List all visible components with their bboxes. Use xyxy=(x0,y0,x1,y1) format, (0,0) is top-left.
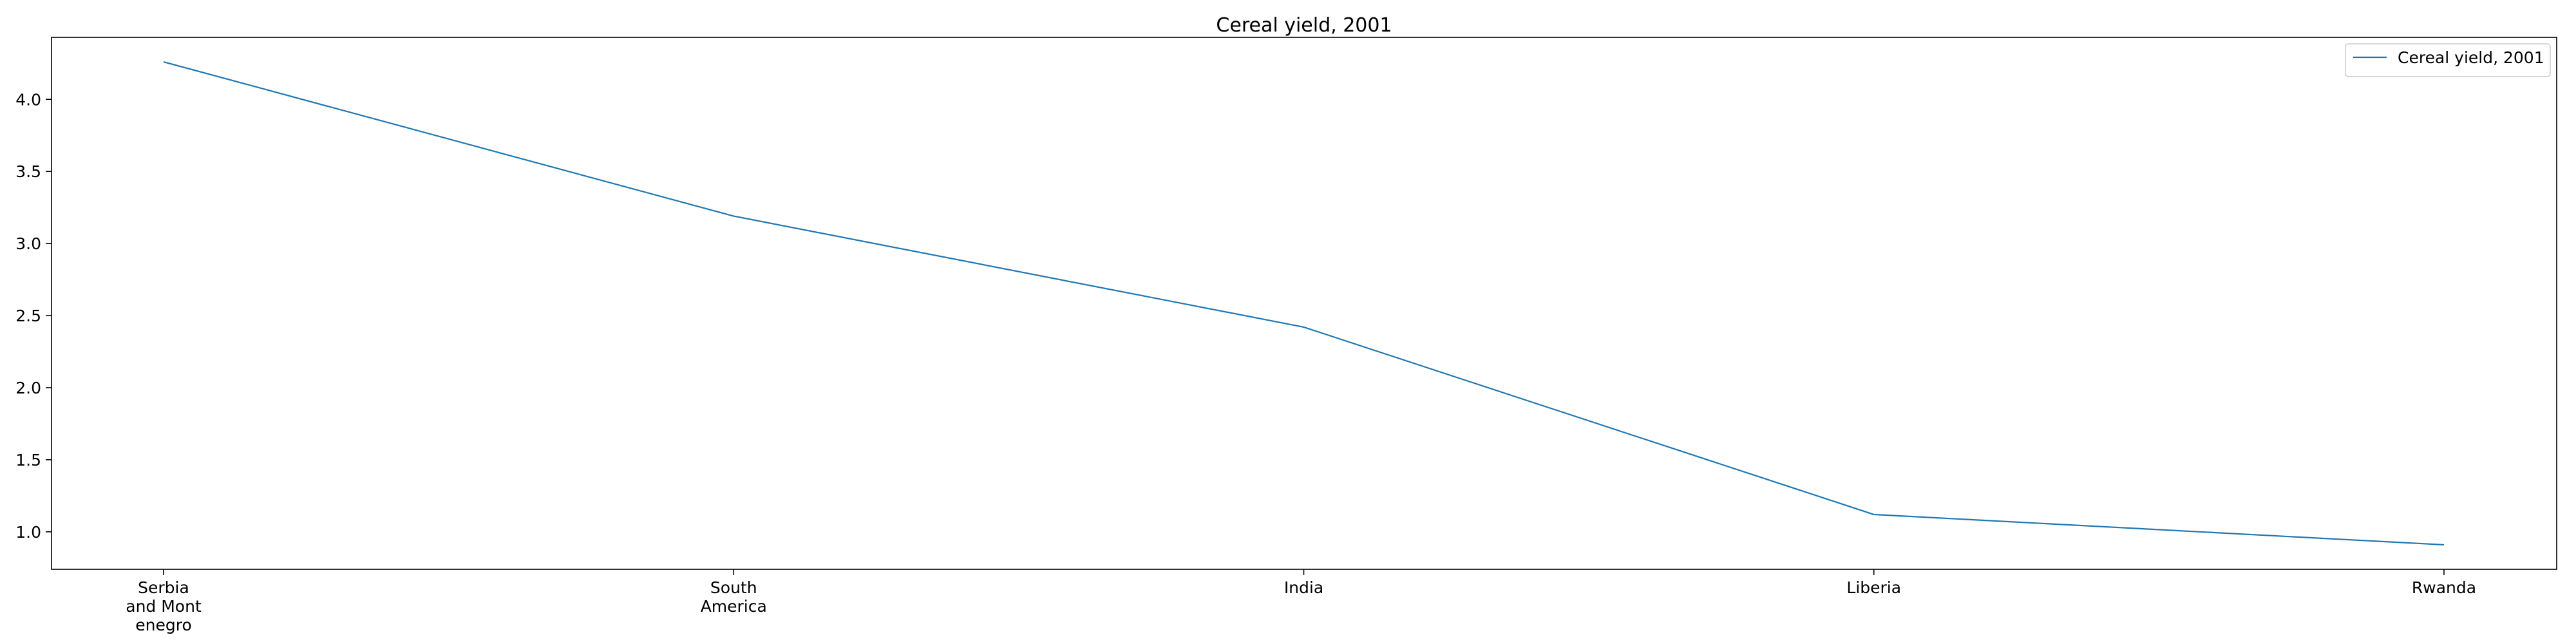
x-tick-label-line: enegro xyxy=(135,616,192,634)
chart-title: Cereal yield, 2001 xyxy=(1216,14,1392,37)
y-tick-label: 3.5 xyxy=(15,162,41,181)
legend-label: Cereal yield, 2001 xyxy=(2398,48,2544,67)
x-tick-label-line: America xyxy=(701,597,767,616)
x-tick-label-line: Liberia xyxy=(1846,578,1901,597)
x-tick-label: India xyxy=(1284,578,1323,597)
plot-frame xyxy=(51,37,2557,570)
y-tick-label: 2.5 xyxy=(15,307,41,325)
x-tick-label-line: Rwanda xyxy=(2412,578,2476,597)
y-tick-label: 2.0 xyxy=(15,379,41,397)
x-tick-label: Liberia xyxy=(1846,578,1901,597)
y-axis: 1.0 1.5 2.0 2.5 3.0 3.5 4.0 xyxy=(15,90,52,542)
x-tick-label-line: and Mont xyxy=(126,597,202,616)
legend-box xyxy=(2345,43,2551,77)
x-tick-label: Serbia and Mont enegro xyxy=(126,578,202,634)
y-tick-label: 4.0 xyxy=(15,90,41,109)
series-line xyxy=(163,61,2445,546)
y-tick-label: 1.0 xyxy=(15,523,41,542)
plot-area xyxy=(163,61,2445,546)
x-tick-label-line: India xyxy=(1284,578,1323,597)
legend: Cereal yield, 2001 xyxy=(2345,43,2551,77)
x-tick-label-line: South xyxy=(710,578,757,597)
x-tick-label-line: Serbia xyxy=(138,578,189,597)
x-tick-label: South America xyxy=(701,578,767,616)
x-axis: Serbia and Mont enegro South America India Lib… xyxy=(126,569,2476,634)
x-tick-label: Rwanda xyxy=(2412,578,2476,597)
y-tick-label: 1.5 xyxy=(15,451,41,469)
y-tick-label: 3.0 xyxy=(15,234,41,253)
